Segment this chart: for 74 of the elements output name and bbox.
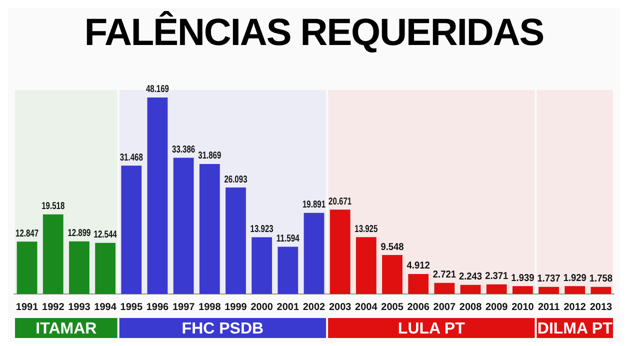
bar	[356, 237, 376, 294]
x-tick-label: 2009	[485, 302, 508, 313]
bar	[147, 97, 168, 294]
x-tick-label: 1991	[16, 302, 39, 313]
x-tick-label: 1999	[224, 302, 248, 313]
data-label: 13.923	[250, 222, 274, 234]
data-label: 9.548	[380, 241, 404, 253]
bar	[199, 164, 220, 294]
bar	[173, 158, 194, 294]
x-tick-label: 2010	[512, 302, 534, 313]
x-tick-label: 1998	[198, 302, 222, 313]
data-label: 19.891	[302, 198, 326, 210]
x-tick-label: 2011	[538, 302, 560, 313]
data-label: 31.869	[198, 150, 222, 161]
bar	[16, 242, 38, 294]
band-label: LULA PT	[398, 320, 466, 338]
x-tick-label: 2004	[355, 302, 378, 313]
x-tick-label: 2013	[590, 302, 613, 313]
x-tick-label: 2008	[459, 302, 482, 313]
bar	[460, 284, 481, 294]
data-label: 19.518	[42, 200, 65, 212]
bar	[226, 188, 246, 294]
data-label: 31.468	[120, 151, 143, 163]
bar	[486, 284, 507, 294]
data-label: 2.243	[458, 271, 482, 283]
x-tick-label: 1992	[42, 302, 65, 313]
bar	[95, 242, 116, 294]
x-tick-label: 2005	[381, 302, 404, 313]
bar	[42, 214, 64, 294]
data-label: 1.758	[589, 273, 614, 285]
bar	[590, 286, 612, 294]
x-tick-label: 2001	[276, 302, 300, 313]
x-tick-label: 1996	[146, 302, 170, 313]
bar	[252, 237, 272, 294]
x-tick-label: 1994	[94, 302, 117, 313]
bar	[512, 286, 533, 294]
data-label: 2.371	[485, 270, 509, 282]
data-label: 12.847	[16, 227, 39, 239]
bar	[564, 286, 586, 294]
data-label: 26.093	[224, 173, 248, 185]
bar	[330, 210, 350, 294]
x-tick-label: 2000	[250, 302, 274, 313]
band-label: FHC PSDB	[182, 320, 264, 338]
bar	[408, 274, 429, 294]
x-tick-label: 2012	[564, 302, 586, 313]
data-label: 1.939	[511, 272, 534, 284]
bar	[434, 282, 455, 294]
data-label: 1.929	[563, 272, 586, 284]
data-label: 11.594	[276, 232, 300, 244]
bar	[121, 166, 142, 294]
x-tick-label: 2007	[433, 302, 456, 313]
x-tick-label: 2002	[302, 302, 326, 313]
data-label: 12.544	[94, 228, 117, 240]
x-tick-label: 2003	[328, 302, 352, 313]
chart-title: FALÊNCIAS REQUERIDAS	[83, 10, 545, 56]
bar	[382, 255, 402, 294]
data-label: 2.721	[432, 269, 457, 281]
x-tick-label: 1995	[120, 302, 143, 313]
data-label: 1.737	[537, 273, 560, 285]
bar	[278, 246, 298, 294]
data-label: 13.925	[354, 222, 378, 234]
data-label: 48.169	[146, 83, 170, 94]
data-label: 20.671	[328, 195, 352, 207]
bar	[538, 286, 559, 294]
bar	[69, 241, 90, 294]
data-label: 33.386	[172, 144, 196, 155]
data-label: 12.899	[68, 227, 91, 238]
x-tick-label: 1993	[68, 302, 91, 313]
x-tick-label: 2006	[407, 302, 430, 313]
band-label: ITAMAR	[36, 320, 98, 338]
bar	[304, 212, 324, 294]
x-tick-label: 1997	[172, 302, 196, 313]
band-label: DILMA PT	[537, 320, 613, 338]
data-label: 4.912	[406, 260, 430, 272]
